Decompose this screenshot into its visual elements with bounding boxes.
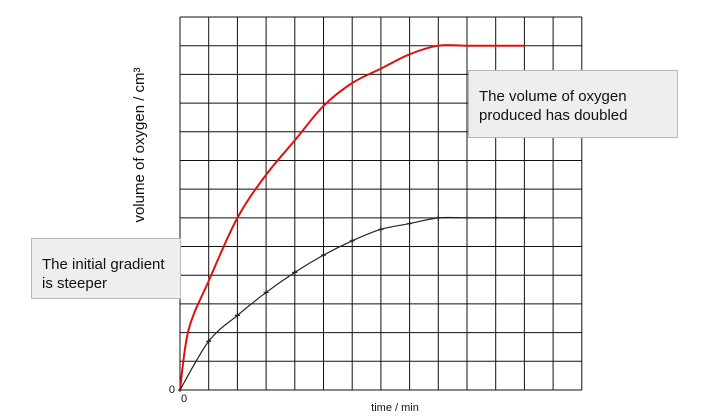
x-tick-label: 0 xyxy=(181,393,187,405)
point xyxy=(349,238,355,244)
point xyxy=(263,289,269,295)
point xyxy=(206,338,212,344)
point xyxy=(493,215,499,221)
point xyxy=(435,215,441,221)
y-tick-label: 0 xyxy=(169,384,175,396)
point xyxy=(234,312,240,318)
point xyxy=(464,215,470,221)
point xyxy=(378,226,384,232)
point xyxy=(407,221,413,227)
line xyxy=(179,44,525,391)
y-axis-label: volume of oxygen / cm³ xyxy=(131,67,148,222)
annotation: The initial gradient is steeper xyxy=(31,238,181,299)
x-axis-label: time / min xyxy=(371,402,419,414)
annotation: The volume of oxygen produced has double… xyxy=(468,70,678,138)
point xyxy=(321,252,326,258)
point xyxy=(292,269,298,275)
point xyxy=(521,215,527,221)
